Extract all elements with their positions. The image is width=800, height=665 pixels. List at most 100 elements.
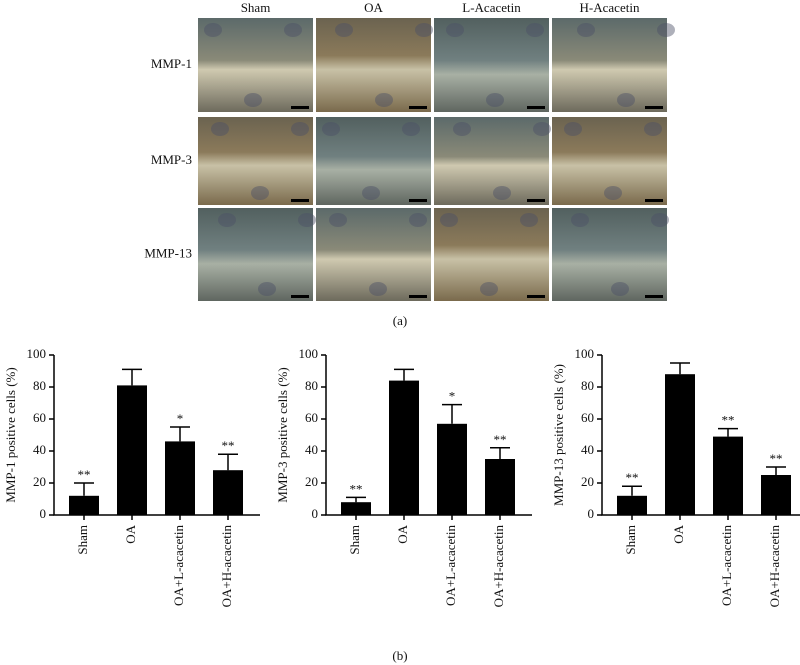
error-bar (218, 453, 238, 471)
tissue-spot (571, 213, 589, 227)
scale-bar (527, 295, 545, 298)
micrograph (198, 18, 313, 112)
y-tick-label: 100 (299, 346, 319, 361)
column-header: OA (364, 0, 383, 15)
tissue-spot (657, 23, 675, 37)
y-tick-label: 80 (305, 378, 318, 393)
tissue-spot (402, 122, 420, 136)
y-tick-label: 0 (588, 506, 595, 521)
x-tick-label: Sham (75, 525, 90, 555)
tissue-spot (617, 93, 635, 107)
tissue-spot (375, 93, 393, 107)
y-tick-label: 20 (33, 474, 46, 489)
tissue-spot (480, 282, 498, 296)
tissue-spot (533, 122, 551, 136)
significance: * (449, 389, 456, 404)
tissue-spot (284, 23, 302, 37)
x-tick-label: OA+H-acacetin (491, 525, 506, 608)
x-tick-label: OA (123, 524, 138, 543)
tissue-spot (564, 122, 582, 136)
tissue-spot (611, 282, 629, 296)
scale-bar (291, 295, 309, 298)
y-tick-label: 100 (27, 346, 47, 361)
y-tick-label: 60 (33, 410, 46, 425)
y-tick-label: 60 (305, 410, 318, 425)
significance: ** (350, 481, 363, 496)
micrograph (316, 18, 431, 112)
bar (617, 495, 647, 515)
tissue-spot (251, 186, 269, 200)
tissue-spot (204, 23, 222, 37)
x-tick-label: OA (671, 524, 686, 543)
micrograph (316, 117, 431, 205)
tissue-spot (335, 23, 353, 37)
tissue-spot (244, 93, 262, 107)
y-axis-label: MMP-1 positive cells (%) (3, 367, 18, 502)
significance: ** (722, 413, 735, 428)
x-tick-label: Sham (623, 525, 638, 555)
tissue-spot (322, 122, 340, 136)
y-tick-label: 40 (305, 442, 318, 457)
significance: ** (494, 432, 507, 447)
y-tick-label: 0 (40, 506, 47, 521)
error-bar (394, 368, 414, 381)
tissue-spot (440, 213, 458, 227)
y-axis-label: MMP-13 positive cells (%) (551, 364, 566, 506)
panel-label: (b) (392, 648, 407, 663)
bar (389, 380, 419, 515)
error-bar (766, 466, 786, 475)
micrograph (198, 117, 313, 205)
tissue-spot (362, 186, 380, 200)
scale-bar (527, 199, 545, 202)
tissue-spot (218, 213, 236, 227)
row-label: MMP-13 (144, 245, 192, 260)
x-tick-label: Sham (347, 525, 362, 555)
tissue-spot (291, 122, 309, 136)
tissue-spot (577, 23, 595, 37)
significance: ** (78, 467, 91, 482)
bar (341, 502, 371, 515)
tissue-spot (298, 213, 316, 227)
row-label: MMP-1 (151, 56, 192, 71)
tissue-spot (526, 23, 544, 37)
micrograph (434, 117, 549, 205)
tissue-spot (453, 122, 471, 136)
x-tick-label: OA (395, 524, 410, 543)
y-tick-label: 60 (581, 410, 594, 425)
bar (485, 459, 515, 515)
column-header: Sham (241, 0, 271, 15)
y-tick-label: 20 (305, 474, 318, 489)
x-tick-label: OA+L-acacetin (719, 525, 734, 606)
scale-bar (645, 199, 663, 202)
error-bar (122, 368, 142, 386)
significance: * (177, 411, 184, 426)
scale-bar (291, 199, 309, 202)
error-bar (170, 426, 190, 442)
significance: ** (222, 438, 235, 453)
tissue-spot (369, 282, 387, 296)
x-tick-label: OA+L-acacetin (171, 525, 186, 606)
column-header: L-Acacetin (462, 0, 521, 15)
micrograph (198, 208, 313, 301)
significance: ** (626, 470, 639, 485)
y-tick-label: 80 (33, 378, 46, 393)
y-tick-label: 80 (581, 378, 594, 393)
error-bar (346, 496, 366, 503)
bar (213, 470, 243, 515)
column-header: H-Acacetin (580, 0, 640, 15)
bar (165, 441, 195, 515)
scale-bar (409, 199, 427, 202)
micrograph (316, 208, 431, 301)
tissue-spot (493, 186, 511, 200)
micrograph (552, 18, 667, 112)
error-bar (718, 427, 738, 437)
scale-bar (291, 106, 309, 109)
bar (117, 385, 147, 515)
x-tick-label: OA+H-acacetin (219, 525, 234, 608)
tissue-spot (415, 23, 433, 37)
scale-bar (527, 106, 545, 109)
micrograph (434, 208, 549, 301)
tissue-spot (329, 213, 347, 227)
tissue-spot (409, 213, 427, 227)
